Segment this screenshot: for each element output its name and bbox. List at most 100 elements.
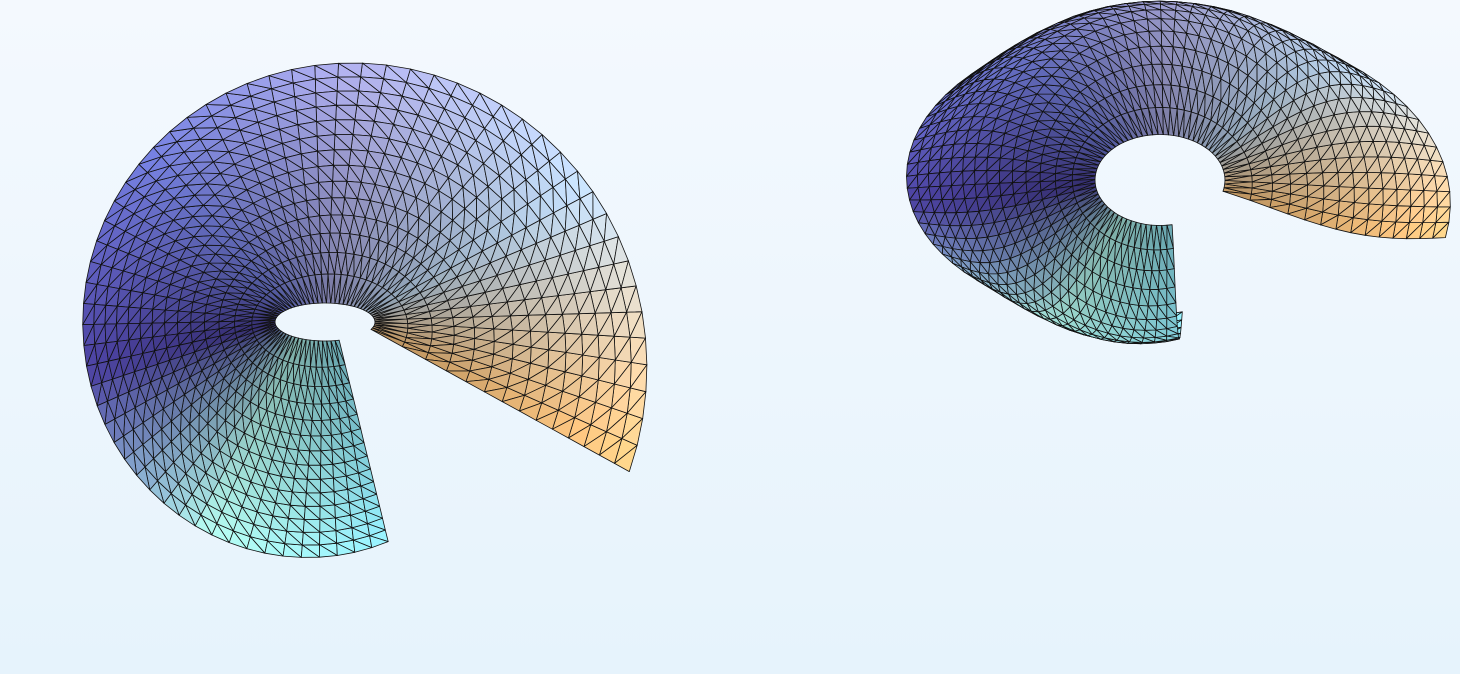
mesh-face <box>951 256 962 268</box>
mesh-face <box>252 324 277 337</box>
mesh-face <box>578 291 596 315</box>
mesh-face <box>589 218 605 247</box>
mesh-face <box>512 129 533 156</box>
mesh-face <box>282 239 298 258</box>
mesh-face <box>1306 198 1325 213</box>
mesh-face <box>1114 243 1122 266</box>
mesh-face <box>1120 20 1137 33</box>
mesh-face <box>960 224 972 240</box>
mesh-face <box>1038 224 1052 242</box>
mesh-face <box>206 295 224 305</box>
mesh-face <box>1366 156 1382 174</box>
mesh-face <box>208 431 221 452</box>
mesh-face <box>1208 127 1229 151</box>
mesh-face <box>479 92 503 117</box>
mesh-face <box>980 279 993 290</box>
mesh-face <box>352 539 373 553</box>
mesh-face <box>206 492 223 513</box>
mesh-face <box>1131 65 1146 86</box>
mesh-face <box>1111 314 1124 329</box>
mesh-face <box>1380 156 1396 174</box>
mesh-face <box>173 452 187 475</box>
mesh-face <box>142 277 159 294</box>
mesh-face <box>1112 34 1129 51</box>
mesh-face <box>999 170 1013 184</box>
mesh-face <box>219 332 236 344</box>
mesh-face <box>190 301 208 313</box>
mesh-face <box>578 379 599 403</box>
mesh-face <box>302 402 313 421</box>
mesh-face <box>928 158 941 175</box>
mesh-face <box>240 362 254 380</box>
mesh-face <box>962 183 976 200</box>
mesh-face <box>1093 234 1105 257</box>
mesh-face <box>112 375 124 398</box>
mesh-face <box>451 198 466 221</box>
mesh-face <box>314 76 339 92</box>
mesh-face <box>1012 147 1029 160</box>
mesh-face <box>626 391 647 420</box>
mesh-face <box>924 233 936 245</box>
mesh-face <box>146 156 170 174</box>
mesh-face <box>1334 142 1351 159</box>
mesh-face <box>164 296 181 311</box>
mesh-face <box>194 347 209 362</box>
mesh-face <box>1009 253 1022 270</box>
mesh-face <box>191 254 210 267</box>
mesh-face <box>1127 86 1142 110</box>
mesh-face <box>350 277 367 307</box>
mesh-face <box>1210 39 1224 59</box>
mesh-face <box>992 246 1005 262</box>
mesh-face <box>1329 71 1342 87</box>
mesh-face <box>194 514 213 536</box>
mesh-face <box>1307 172 1325 187</box>
mesh-face <box>257 115 280 130</box>
mesh-face <box>1036 28 1058 39</box>
mesh-face <box>1285 55 1299 73</box>
mesh-face <box>326 340 335 368</box>
mesh-face <box>1359 75 1374 89</box>
mesh-face <box>993 67 1014 80</box>
mesh-face <box>237 432 250 452</box>
mesh-face <box>306 464 321 480</box>
mesh-face <box>1078 146 1104 159</box>
mesh-face <box>145 395 157 417</box>
mesh-face <box>238 266 258 279</box>
mesh-face <box>1307 185 1325 200</box>
mesh-face <box>327 366 337 387</box>
mesh-face <box>250 468 265 487</box>
mesh-face <box>360 485 378 500</box>
mesh-face <box>475 139 494 164</box>
mesh-face <box>142 350 156 369</box>
mesh-face <box>1076 222 1091 243</box>
mesh-face <box>1282 30 1299 40</box>
mesh-face <box>318 180 334 199</box>
mesh-face <box>1111 91 1128 113</box>
mesh-face <box>212 225 232 238</box>
mesh-face <box>127 322 141 341</box>
mesh-face <box>1100 311 1113 327</box>
mesh-face <box>435 231 451 253</box>
mesh-face <box>988 195 1002 211</box>
mesh-face <box>265 142 286 159</box>
mesh-face <box>1050 283 1061 301</box>
mesh-face <box>288 256 303 278</box>
mesh-face <box>218 326 236 337</box>
mesh-face <box>1128 4 1147 11</box>
mesh-face <box>500 198 515 223</box>
mesh-face <box>128 386 140 409</box>
mesh-face <box>1368 188 1384 206</box>
mesh-face <box>919 112 938 129</box>
mesh-face <box>928 145 943 162</box>
mesh-face <box>1084 136 1109 153</box>
mesh-face <box>1432 221 1450 239</box>
mesh-face <box>1087 80 1106 99</box>
mesh-face <box>108 358 120 380</box>
mesh-face <box>974 170 988 185</box>
mesh-face <box>1333 98 1348 116</box>
mesh-face <box>1377 141 1392 158</box>
mesh-face <box>134 367 147 388</box>
mesh-face <box>987 234 1000 250</box>
mesh-face <box>1353 187 1370 205</box>
